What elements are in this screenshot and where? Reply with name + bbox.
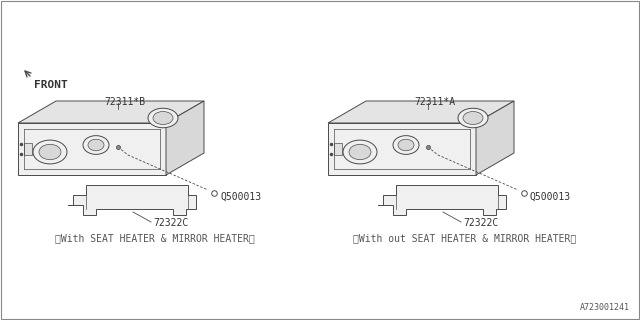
Text: A723001241: A723001241 (580, 303, 630, 312)
Ellipse shape (83, 136, 109, 154)
Polygon shape (328, 101, 514, 123)
Polygon shape (378, 185, 506, 215)
Text: 72322C: 72322C (463, 218, 499, 228)
Ellipse shape (153, 111, 173, 124)
Ellipse shape (33, 140, 67, 164)
Text: 〈With out SEAT HEATER & MIRROR HEATER〉: 〈With out SEAT HEATER & MIRROR HEATER〉 (353, 233, 577, 243)
Ellipse shape (148, 108, 178, 128)
Polygon shape (18, 101, 204, 123)
Text: 72322C: 72322C (153, 218, 188, 228)
Ellipse shape (343, 140, 377, 164)
Polygon shape (334, 143, 342, 155)
Text: 72311*A: 72311*A (414, 97, 455, 107)
Polygon shape (68, 185, 196, 215)
Ellipse shape (398, 139, 414, 151)
Ellipse shape (349, 144, 371, 160)
Polygon shape (166, 101, 204, 175)
Text: FRONT: FRONT (34, 80, 68, 90)
Text: Q500013: Q500013 (220, 192, 261, 202)
Text: Q500013: Q500013 (530, 192, 571, 202)
Polygon shape (328, 123, 476, 175)
Text: 72311*B: 72311*B (104, 97, 145, 107)
Ellipse shape (39, 144, 61, 160)
Polygon shape (18, 123, 166, 175)
Ellipse shape (458, 108, 488, 128)
Polygon shape (476, 101, 514, 175)
Ellipse shape (88, 139, 104, 151)
Ellipse shape (463, 111, 483, 124)
Polygon shape (24, 143, 32, 155)
Text: 〈With SEAT HEATER & MIRROR HEATER〉: 〈With SEAT HEATER & MIRROR HEATER〉 (55, 233, 255, 243)
Ellipse shape (393, 136, 419, 154)
